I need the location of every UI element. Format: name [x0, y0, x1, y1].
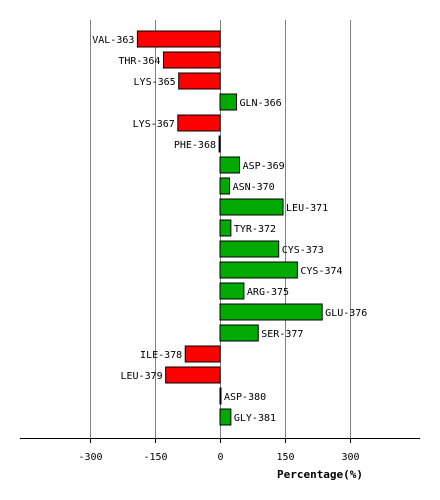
x-tick-label: 300	[341, 452, 359, 463]
bar-val-363	[136, 30, 221, 48]
bar-label-leu-379: LEU-379	[120, 371, 162, 382]
x-tick-label: -150	[143, 452, 167, 463]
bar-label-lys-365: LYS-365	[134, 77, 176, 88]
x-ticks: -300 -150 0 150 300	[78, 438, 360, 463]
bar-thr-364	[162, 51, 221, 69]
bars	[136, 30, 323, 426]
bar-label-glu-376: GLU-376	[325, 308, 367, 319]
bar-label-gln-366: GLN-366	[240, 98, 282, 109]
bar-asn-370	[219, 177, 231, 195]
bar-label-asp-369: ASP-369	[243, 161, 285, 172]
x-axis-label: Percentage(%)	[277, 468, 363, 481]
bar-label-leu-371: LEU-371	[286, 203, 328, 214]
bar-label-asp-380: ASP-380	[224, 392, 266, 403]
bar-glu-376	[219, 303, 323, 321]
bar-cys-373	[219, 240, 280, 258]
bar-leu-371	[219, 198, 284, 216]
bar-label-gly-381: GLY-381	[234, 413, 276, 424]
bar-gln-366	[219, 93, 238, 111]
bar-label-thr-364: THR-364	[118, 56, 160, 67]
bar-label-val-363: VAL-363	[92, 35, 134, 46]
bar-labels: VAL-363 THR-364 LYS-365 GLN-366 LYS-367 PHE-3…	[92, 35, 367, 424]
bar-label-phe-368: PHE-368	[174, 140, 216, 151]
bar-label-lys-367: LYS-367	[133, 119, 175, 130]
bar-phe-368	[218, 135, 221, 153]
bar-label-cys-373: CYS-373	[282, 245, 324, 256]
x-tick-label: 150	[276, 452, 294, 463]
bar-label-ile-378: ILE-378	[140, 350, 182, 361]
x-tick-label: -300	[78, 452, 102, 463]
bar-cys-374	[219, 261, 298, 279]
bar-lys-367	[177, 114, 221, 132]
bar-label-cys-374: CYS-374	[300, 266, 342, 277]
bar-asp-369	[219, 156, 241, 174]
x-tick-label: 0	[217, 452, 223, 463]
bar-label-tyr-372: TYR-372	[234, 224, 276, 235]
bar-ile-378	[184, 345, 221, 363]
bar-tyr-372	[219, 219, 232, 237]
bar-asp-380	[219, 387, 222, 405]
bar-arg-375	[219, 282, 245, 300]
bar-label-arg-375: ARG-375	[247, 287, 289, 298]
bar-lys-365	[178, 72, 221, 90]
bar-leu-379	[165, 366, 221, 384]
bar-ser-377	[219, 324, 259, 342]
bar-label-ser-377: SER-377	[261, 329, 303, 340]
bar-label-asn-370: ASN-370	[233, 182, 275, 193]
bar-gly-381	[219, 408, 232, 426]
